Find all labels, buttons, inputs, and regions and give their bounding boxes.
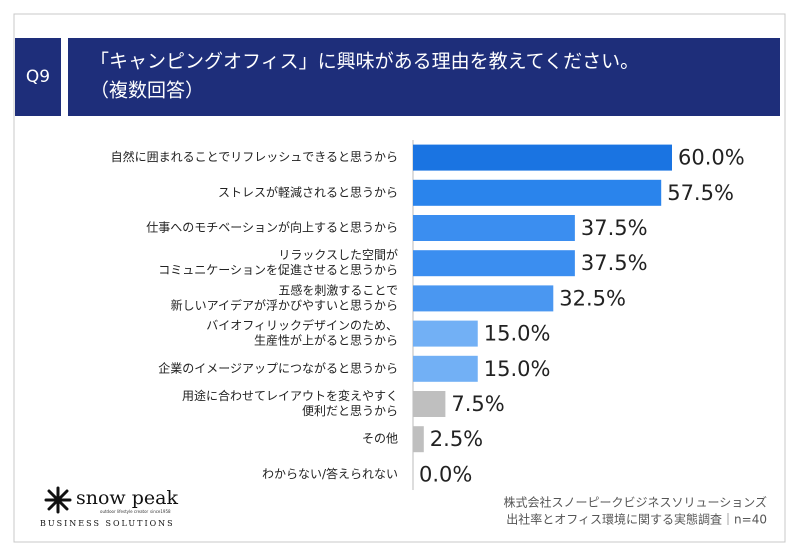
category-label: 生産性が上がると思うから: [254, 333, 398, 348]
logo: snow peak outdoor lifestyle creator sinc…: [40, 486, 178, 528]
category-label: リラックスした空間が: [278, 247, 398, 262]
value-label: 37.5%: [581, 216, 648, 240]
bar: [413, 215, 575, 241]
bar: [413, 285, 554, 312]
category-label: 仕事へのモチベーションが向上すると思うから: [146, 220, 398, 235]
category-label: 五感を刺激することで: [278, 282, 398, 297]
title: 「キャンピングオフィス」に興味がある理由を教えてください。: [90, 51, 639, 73]
category-label: 企業のイメージアップにつながると思うから: [158, 360, 398, 375]
category-label: ストレスが軽減されると思うから: [218, 184, 398, 199]
value-label: 32.5%: [559, 286, 626, 310]
category-label: その他: [362, 432, 398, 446]
category-label: わからない/答えられない: [262, 466, 398, 481]
value-label: 60.0%: [678, 146, 745, 170]
category-label: 便利だと思うから: [302, 404, 398, 418]
value-label: 57.5%: [667, 181, 734, 205]
title: （複数回答）: [90, 80, 204, 102]
bar: [413, 250, 575, 277]
bar: [413, 426, 424, 453]
value-label: 15.0%: [484, 322, 551, 346]
value-label: 0.0%: [419, 462, 472, 486]
category-label: コミュニケーションを促進させると思うから: [158, 263, 398, 277]
logo-division: BUSINESS SOLUTIONS: [40, 519, 175, 528]
logo-mark: [44, 486, 72, 514]
bar: [413, 144, 672, 171]
source: 出社率とオフィス環境に関する実態調査｜n=40: [506, 512, 767, 527]
category-label: バイオフィリックデザインのため、: [206, 318, 398, 333]
logo-since: since1958: [150, 509, 171, 514]
bar: [413, 179, 662, 206]
question-box: [15, 38, 61, 116]
bar: [413, 355, 478, 382]
title-box: [68, 38, 780, 116]
category-label: 自然に囲まれることでリフレッシュできると思うから: [111, 149, 398, 164]
source: 株式会社スノーピークビジネスソリューションズ: [503, 495, 767, 510]
value-label: 37.5%: [581, 251, 648, 275]
logo-name: snow peak: [76, 487, 178, 509]
value-label: 7.5%: [451, 392, 504, 416]
value-label: 2.5%: [430, 427, 483, 451]
category-label: 新しいアイデアが浮かびやすいと思うから: [171, 297, 398, 312]
bar: [413, 320, 478, 347]
logo-tagline: outdoor lifestyle creator: [100, 509, 149, 514]
category-label: 用途に合わせてレイアウトを変えやすく: [182, 388, 398, 403]
question-label: Q9: [26, 67, 50, 87]
bar: [413, 391, 446, 417]
value-label: 15.0%: [484, 357, 551, 381]
